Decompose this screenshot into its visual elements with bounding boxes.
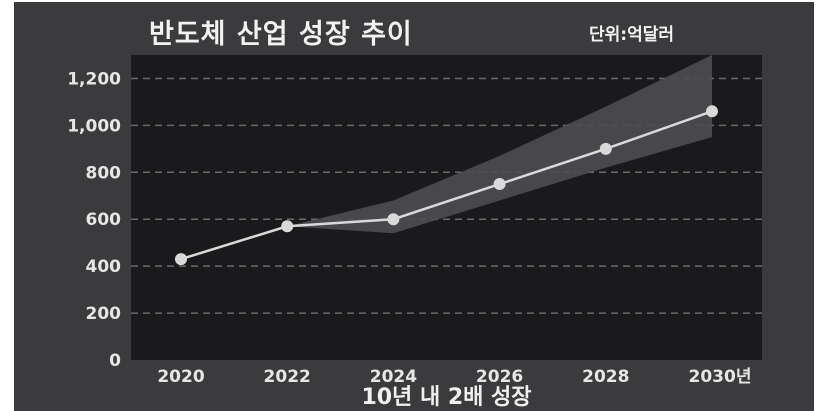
chart-title: 반도체 산업 성장 추이 — [149, 19, 413, 50]
y-tick-label: 600 — [86, 210, 122, 230]
y-tick-label: 1,000 — [67, 116, 121, 136]
data-point — [281, 220, 294, 233]
x-tick-label: 2030년 — [689, 367, 752, 387]
chart-unit: 단위:억달러 — [589, 25, 674, 45]
y-tick-label: 0 — [109, 351, 121, 371]
series-points — [175, 105, 718, 266]
x-tick-label: 2022 — [264, 367, 311, 387]
y-tick-label: 1,200 — [67, 69, 121, 89]
series-line — [180, 110, 713, 261]
x-tick-label: 2024 — [370, 367, 417, 387]
x-tick-label: 2026 — [476, 367, 523, 387]
y-tick-label: 400 — [86, 257, 122, 277]
grid-lines — [131, 77, 762, 314]
x-axis-label: 10년 내 2배 성장 — [361, 385, 531, 410]
data-point — [706, 105, 718, 118]
forecast-band — [287, 55, 712, 234]
y-tick-label: 200 — [86, 304, 122, 324]
data-point — [175, 253, 187, 266]
y-axis-ticks: 0 200 400 600 800 1,000 1,200 — [67, 69, 121, 371]
data-point — [493, 178, 506, 191]
x-axis-ticks: 2020 2022 2024 2026 2028 2030년 — [157, 367, 751, 387]
data-point — [387, 213, 400, 226]
x-tick-label: 2028 — [582, 367, 629, 387]
x-tick-label: 2020 — [157, 367, 204, 387]
data-point — [599, 142, 612, 155]
y-tick-label: 800 — [86, 163, 122, 183]
